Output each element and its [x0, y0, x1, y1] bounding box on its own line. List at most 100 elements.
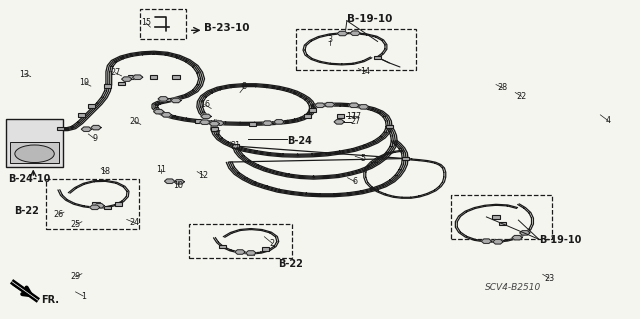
Polygon shape [274, 120, 284, 124]
Bar [150, 75, 157, 79]
Text: 17: 17 [351, 112, 361, 121]
Bar [104, 206, 111, 209]
Text: FR.: FR. [42, 295, 60, 306]
Bar [58, 127, 64, 130]
Bar [46, 179, 139, 229]
Polygon shape [200, 120, 210, 124]
Text: 17: 17 [346, 112, 356, 121]
Polygon shape [214, 121, 224, 125]
Polygon shape [493, 240, 503, 244]
Text: 29: 29 [70, 272, 81, 281]
Bar [451, 195, 552, 239]
Bar [104, 84, 111, 88]
Text: 28: 28 [497, 83, 508, 92]
Bar [115, 203, 122, 206]
Polygon shape [262, 121, 273, 125]
Polygon shape [161, 113, 172, 117]
Text: 2: 2 [269, 239, 275, 248]
Polygon shape [164, 179, 175, 183]
Text: 11: 11 [156, 165, 166, 174]
Bar [173, 75, 180, 79]
Polygon shape [512, 235, 522, 240]
Polygon shape [350, 31, 360, 35]
Polygon shape [315, 103, 325, 108]
Text: 16: 16 [200, 100, 210, 109]
Text: SCV4-B2510: SCV4-B2510 [485, 283, 541, 292]
Bar [140, 9, 186, 39]
Bar [189, 224, 292, 258]
Text: 12: 12 [198, 171, 209, 180]
Text: 24: 24 [129, 218, 140, 227]
Text: 1: 1 [81, 292, 86, 300]
Text: 5: 5 [360, 154, 365, 163]
Polygon shape [94, 204, 104, 208]
Bar [262, 247, 269, 251]
Bar [493, 215, 500, 219]
Text: B-22: B-22 [14, 206, 39, 216]
Bar [118, 82, 125, 85]
Polygon shape [209, 122, 220, 126]
Polygon shape [520, 231, 530, 235]
Bar [385, 125, 393, 128]
Bar [296, 29, 416, 70]
Bar [78, 113, 84, 116]
Text: 3: 3 [327, 35, 332, 44]
Text: 27: 27 [110, 68, 120, 77]
Bar [304, 114, 311, 118]
Text: 14: 14 [360, 67, 370, 76]
Bar [232, 144, 239, 148]
Text: 8: 8 [242, 82, 247, 91]
Ellipse shape [15, 145, 54, 163]
Polygon shape [122, 77, 132, 81]
Polygon shape [171, 98, 181, 103]
Text: 10: 10 [173, 181, 183, 190]
Bar [128, 75, 135, 79]
Text: 15: 15 [141, 19, 151, 27]
Bar [250, 122, 256, 126]
Text: 21: 21 [230, 141, 241, 150]
Text: 27: 27 [351, 117, 361, 126]
Polygon shape [154, 109, 164, 114]
Bar [309, 108, 316, 112]
Text: 13: 13 [19, 70, 29, 78]
Bar [402, 157, 409, 160]
Bar [195, 119, 202, 123]
Polygon shape [324, 102, 335, 107]
Text: 7: 7 [215, 130, 220, 139]
Text: 18: 18 [100, 167, 111, 176]
Bar [499, 221, 506, 225]
Bar [10, 142, 59, 163]
Polygon shape [334, 120, 344, 124]
Polygon shape [91, 125, 101, 130]
Text: B-19-10: B-19-10 [347, 13, 392, 24]
Text: 4: 4 [605, 116, 611, 125]
Text: 23: 23 [544, 274, 554, 283]
Text: 6: 6 [353, 177, 358, 186]
Text: 25: 25 [70, 220, 81, 229]
Polygon shape [337, 31, 348, 36]
Polygon shape [158, 97, 168, 101]
Text: 26: 26 [54, 210, 64, 219]
Polygon shape [481, 239, 492, 243]
Polygon shape [235, 250, 245, 254]
Polygon shape [81, 127, 92, 131]
Text: B-23-10: B-23-10 [204, 23, 249, 33]
Text: B-22: B-22 [278, 259, 303, 269]
Bar [163, 98, 170, 101]
Text: B-24-10: B-24-10 [8, 174, 50, 184]
Bar [248, 252, 255, 255]
Text: 22: 22 [516, 92, 527, 101]
Bar [219, 244, 227, 248]
Bar [92, 202, 100, 205]
Polygon shape [246, 251, 256, 255]
Polygon shape [358, 105, 369, 109]
Bar [6, 119, 63, 167]
Polygon shape [90, 205, 100, 210]
Polygon shape [132, 75, 143, 79]
Text: 20: 20 [129, 117, 140, 126]
Bar [211, 127, 218, 131]
Text: 19: 19 [79, 78, 90, 87]
Bar [337, 114, 344, 118]
Text: 9: 9 [92, 134, 97, 143]
Polygon shape [174, 180, 184, 184]
